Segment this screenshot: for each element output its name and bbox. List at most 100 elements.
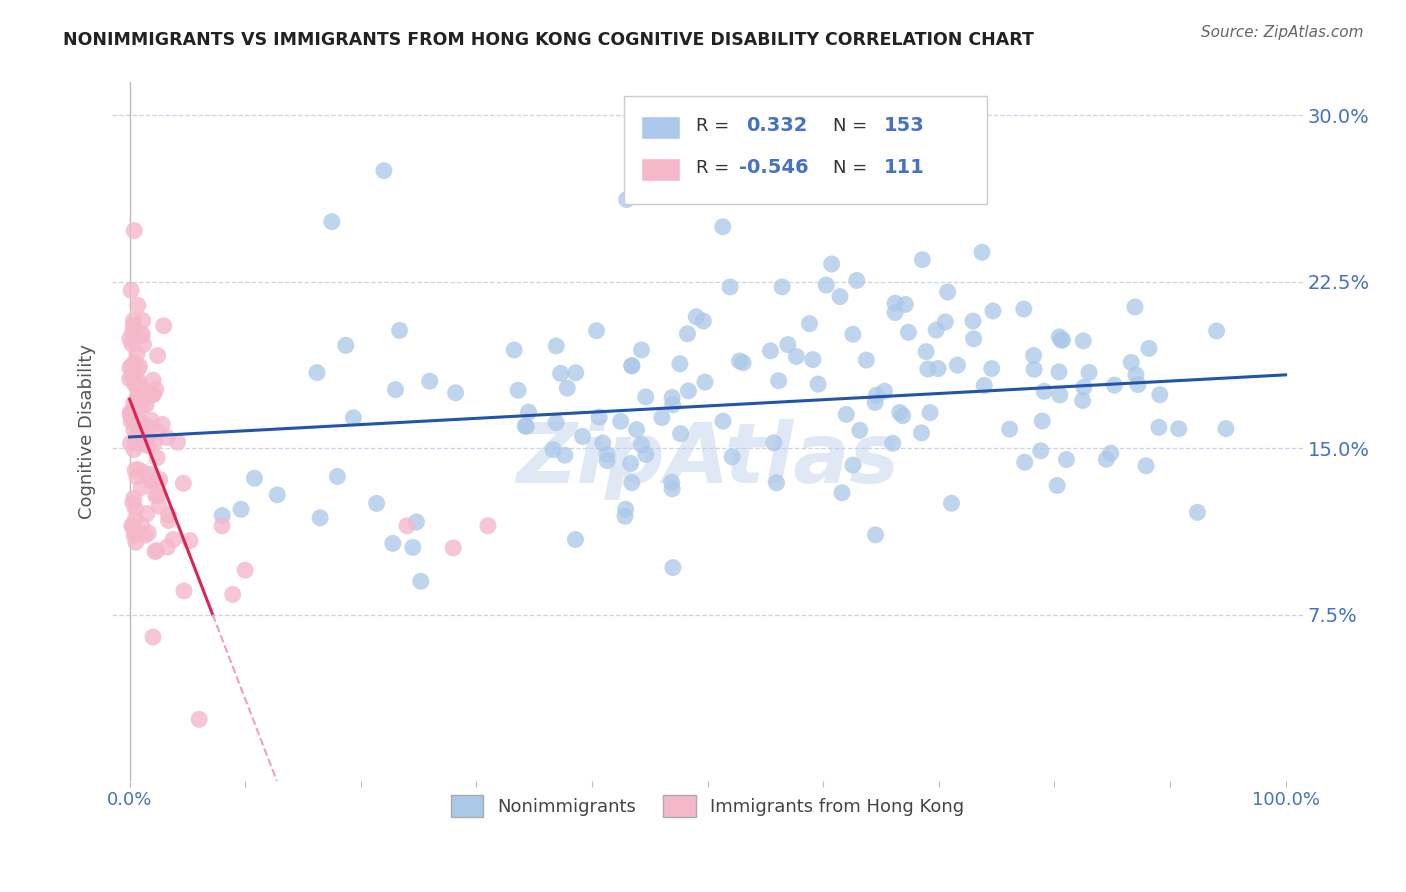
Point bbox=[381, 536, 404, 550]
Point bbox=[1012, 301, 1035, 316]
Text: R =: R = bbox=[696, 117, 728, 135]
Point bbox=[692, 314, 714, 328]
Point bbox=[1125, 368, 1147, 382]
Text: 111: 111 bbox=[884, 159, 925, 178]
Point bbox=[131, 399, 153, 413]
Point bbox=[125, 346, 148, 360]
Point bbox=[927, 361, 949, 376]
FancyBboxPatch shape bbox=[624, 95, 987, 204]
Point bbox=[122, 396, 145, 410]
Y-axis label: Cognitive Disability: Cognitive Disability bbox=[79, 344, 96, 519]
Point bbox=[711, 414, 734, 428]
Point bbox=[634, 390, 657, 404]
Point bbox=[564, 366, 586, 380]
Point bbox=[620, 359, 643, 373]
Point bbox=[1047, 330, 1070, 344]
Point bbox=[124, 463, 146, 477]
Point bbox=[873, 384, 896, 399]
Point bbox=[693, 375, 716, 389]
Point bbox=[124, 374, 146, 388]
Legend: Nonimmigrants, Immigrants from Hong Kong: Nonimmigrants, Immigrants from Hong Kong bbox=[443, 788, 972, 824]
Point bbox=[1056, 452, 1078, 467]
Point bbox=[118, 332, 141, 346]
Point bbox=[1022, 349, 1045, 363]
Point bbox=[120, 405, 142, 419]
Point bbox=[132, 383, 155, 397]
Point bbox=[1187, 505, 1209, 519]
Point bbox=[136, 439, 159, 453]
Point bbox=[124, 377, 146, 392]
Point bbox=[711, 219, 734, 234]
Text: NONIMMIGRANTS VS IMMIGRANTS FROM HONG KONG COGNITIVE DISABILITY CORRELATION CHAR: NONIMMIGRANTS VS IMMIGRANTS FROM HONG KO… bbox=[63, 31, 1035, 49]
Point bbox=[634, 447, 657, 461]
Point bbox=[835, 408, 858, 422]
Point bbox=[402, 541, 425, 555]
Point bbox=[614, 509, 637, 524]
Point bbox=[845, 273, 868, 287]
Point bbox=[1071, 334, 1094, 348]
Point bbox=[143, 544, 166, 558]
Point bbox=[884, 305, 907, 319]
Point bbox=[571, 429, 593, 443]
Point bbox=[849, 423, 872, 437]
Point bbox=[1050, 333, 1073, 347]
Point bbox=[122, 369, 145, 384]
Point bbox=[366, 496, 388, 510]
Point bbox=[515, 419, 537, 434]
Point bbox=[121, 518, 143, 533]
Point bbox=[145, 383, 167, 397]
Point bbox=[1024, 362, 1046, 376]
Point bbox=[145, 543, 167, 558]
Point bbox=[122, 224, 145, 238]
Point bbox=[936, 285, 959, 299]
Point bbox=[131, 327, 153, 342]
Point bbox=[1047, 365, 1070, 379]
Point bbox=[128, 426, 150, 441]
Point bbox=[129, 380, 152, 394]
Point bbox=[651, 410, 673, 425]
Point bbox=[309, 510, 332, 524]
Point bbox=[125, 469, 148, 483]
Point bbox=[129, 436, 152, 450]
Point bbox=[1078, 366, 1101, 380]
Point bbox=[721, 450, 744, 464]
Point bbox=[342, 410, 364, 425]
Point bbox=[661, 475, 683, 490]
Point bbox=[132, 313, 155, 327]
Point bbox=[129, 417, 152, 432]
Text: Source: ZipAtlas.com: Source: ZipAtlas.com bbox=[1201, 25, 1364, 40]
Point bbox=[1046, 478, 1069, 492]
Point bbox=[477, 518, 499, 533]
Point bbox=[917, 362, 939, 376]
Point bbox=[546, 339, 568, 353]
Point bbox=[120, 408, 142, 422]
Text: N =: N = bbox=[832, 117, 868, 135]
Point bbox=[662, 560, 685, 574]
Point bbox=[141, 413, 163, 427]
Point bbox=[132, 466, 155, 480]
Point bbox=[550, 367, 572, 381]
Point bbox=[1071, 393, 1094, 408]
Point bbox=[122, 313, 145, 327]
Point bbox=[1215, 421, 1237, 435]
Point bbox=[661, 391, 683, 405]
Point bbox=[998, 422, 1021, 436]
Point bbox=[785, 350, 807, 364]
Point bbox=[842, 458, 865, 472]
Point bbox=[388, 323, 411, 337]
Point bbox=[444, 385, 467, 400]
Point bbox=[124, 370, 146, 384]
Point bbox=[179, 533, 201, 548]
Point bbox=[125, 434, 148, 448]
Point bbox=[546, 416, 568, 430]
Point bbox=[124, 529, 146, 543]
Point bbox=[152, 318, 174, 333]
Point bbox=[801, 352, 824, 367]
Point bbox=[508, 383, 530, 397]
Point bbox=[842, 327, 865, 342]
Point bbox=[128, 416, 150, 430]
Point bbox=[1033, 384, 1056, 399]
Point bbox=[156, 431, 179, 445]
Point bbox=[765, 475, 787, 490]
Point bbox=[770, 280, 793, 294]
